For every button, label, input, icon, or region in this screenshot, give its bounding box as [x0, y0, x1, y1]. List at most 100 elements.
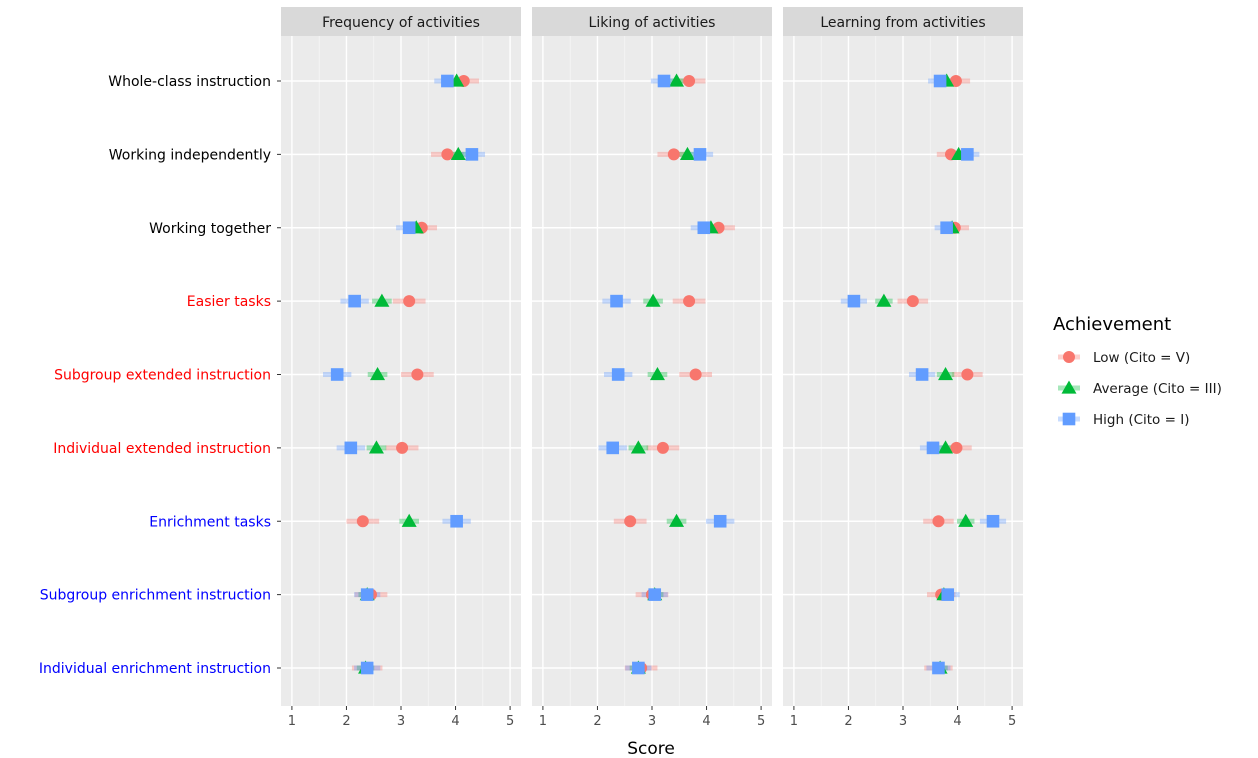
point-high-cito-i [360, 588, 374, 601]
point-average-cito-iii [450, 146, 466, 160]
point-average-cito-iii [938, 367, 954, 381]
point-low-cito-v [656, 441, 669, 454]
point-low-cito-v [949, 75, 962, 87]
facet-panel-frequency-of-activities: Frequency of activities 1 2 3 4 5 [281, 7, 521, 729]
point-high-cito-i [632, 661, 645, 675]
point-high-cito-i [657, 74, 671, 88]
point-low-cito-v [906, 295, 919, 308]
facet-strip-label: Learning from activities [820, 15, 985, 31]
point-low-cito-v [950, 441, 963, 454]
x-tick-label: 5 [506, 714, 514, 729]
point-average-cito-iii [669, 73, 685, 87]
point-low-cito-v [683, 295, 696, 308]
point-low-cito-v [356, 515, 369, 528]
legend-key-triangle [1061, 380, 1077, 394]
point-average-cito-iii [938, 440, 954, 454]
x-tick-label: 5 [1008, 714, 1016, 729]
point-average-cito-iii [679, 146, 695, 160]
point-low-cito-v [961, 368, 974, 381]
point-high-cito-i [940, 221, 953, 235]
point-high-cito-i [932, 661, 945, 675]
x-tick-label: 4 [451, 714, 459, 729]
facet-strip-background [532, 7, 772, 36]
point-low-cito-v [396, 441, 409, 454]
point-high-cito-i [441, 74, 454, 88]
legend-title: Achievement [1053, 314, 1171, 335]
y-tick-label: Enrichment tasks [149, 514, 271, 530]
x-tick-label: 5 [757, 714, 765, 729]
y-axis-labels: Whole-class instruction Working independe… [39, 74, 281, 677]
legend-item-average-cito-iii: Average (Cito = III) [1058, 380, 1222, 397]
point-high-cito-i [847, 294, 861, 308]
point-high-cito-i [648, 588, 662, 601]
point-average-cito-iii [669, 513, 685, 527]
point-high-cito-i [933, 74, 947, 88]
point-average-cito-iii [374, 293, 390, 307]
point-high-cito-i [611, 368, 625, 381]
point-high-cito-i [348, 294, 361, 308]
facet-strip-label: Liking of activities [589, 15, 716, 31]
x-tick-label: 4 [953, 714, 961, 729]
point-average-cito-iii [401, 513, 417, 527]
point-high-cito-i [360, 661, 374, 675]
x-tick-label: 2 [844, 714, 852, 729]
legend-label: High (Cito = I) [1093, 412, 1189, 428]
point-high-cito-i [344, 441, 358, 455]
point-low-cito-v [411, 368, 424, 381]
point-high-cito-i [697, 221, 711, 235]
point-average-cito-iii [876, 293, 892, 307]
legend-label: Low (Cito = V) [1093, 350, 1190, 366]
point-high-cito-i [465, 148, 479, 161]
point-high-cito-i [330, 368, 344, 381]
facet-strip-label: Frequency of activities [322, 15, 480, 31]
point-high-cito-i [926, 441, 940, 455]
legend-key-square [1062, 412, 1076, 426]
x-tick-label: 2 [342, 714, 350, 729]
y-tick-label: Working together [149, 221, 271, 237]
point-high-cito-i [986, 514, 1000, 528]
y-tick-label: Individual extended instruction [53, 441, 271, 457]
point-average-cito-iii [645, 293, 661, 307]
point-average-cito-iii [370, 367, 386, 381]
point-low-cito-v [689, 368, 702, 381]
legend-label: Average (Cito = III) [1093, 381, 1222, 397]
y-tick-label: Subgroup extended instruction [54, 368, 271, 384]
point-low-cito-v [403, 295, 416, 308]
point-average-cito-iii [630, 440, 646, 454]
facet-panel-learning-from-activities: Learning from activities 1 2 3 4 5 [783, 7, 1023, 729]
legend-item-low-cito-v: Low (Cito = V) [1058, 350, 1190, 366]
point-low-cito-v [667, 148, 680, 161]
point-high-cito-i [961, 148, 974, 161]
y-tick-label: Whole-class instruction [108, 74, 271, 90]
x-tick-label: 4 [702, 714, 710, 729]
x-tick-label: 3 [899, 714, 907, 729]
point-average-cito-iii [368, 440, 384, 454]
facet-panel-liking-of-activities: Liking of activities 1 2 3 4 5 [532, 7, 772, 729]
facet-strip-background [783, 7, 1023, 36]
point-low-cito-v [683, 75, 696, 87]
point-high-cito-i [450, 514, 463, 528]
point-low-cito-v [624, 515, 637, 528]
point-high-cito-i [693, 148, 707, 161]
y-tick-label: Subgroup enrichment instruction [40, 588, 271, 604]
x-tick-label: 2 [593, 714, 601, 729]
legend-item-high-cito-i: High (Cito = I) [1058, 412, 1189, 428]
y-tick-label: Easier tasks [187, 294, 271, 310]
legend-key-circle [1063, 351, 1075, 363]
facet-strip-background [281, 7, 521, 36]
point-high-cito-i [941, 588, 955, 601]
point-high-cito-i [402, 221, 416, 235]
x-axis-title: Score [627, 739, 675, 758]
y-tick-label: Working independently [109, 147, 271, 163]
y-tick-label: Individual enrichment instruction [39, 661, 271, 677]
x-tick-label: 3 [397, 714, 405, 729]
x-tick-label: 3 [648, 714, 656, 729]
point-high-cito-i [606, 441, 620, 455]
x-tick-label: 1 [539, 714, 547, 729]
point-low-cito-v [441, 148, 454, 161]
x-tick-label: 1 [790, 714, 798, 729]
point-high-cito-i [915, 368, 929, 381]
point-high-cito-i [713, 514, 727, 528]
